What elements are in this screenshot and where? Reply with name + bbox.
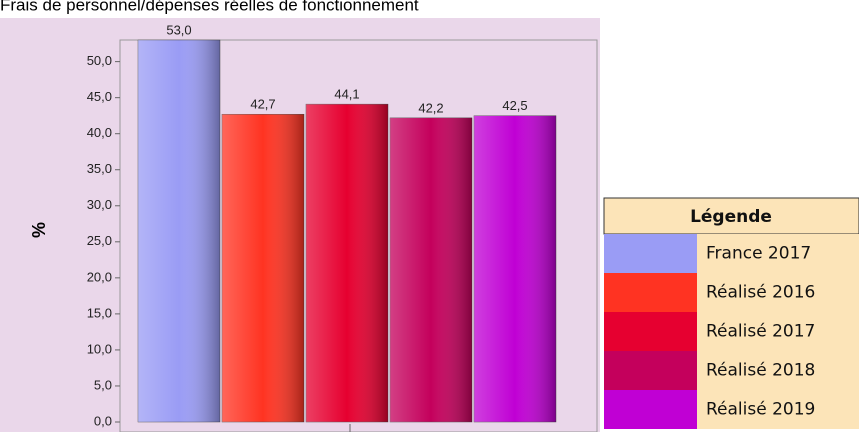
y-tick-label: 5,0 xyxy=(94,377,112,392)
y-tick-label: 35,0 xyxy=(87,161,112,176)
bar-shade xyxy=(138,40,220,422)
value-label: 53,0 xyxy=(166,22,191,37)
legend-swatch xyxy=(604,234,697,273)
value-label: 42,5 xyxy=(502,98,527,113)
y-tick-label: 10,0 xyxy=(87,341,112,356)
y-tick-label: 25,0 xyxy=(87,233,112,248)
legend-title: Légende xyxy=(690,207,772,227)
y-axis-label: % xyxy=(29,222,49,238)
legend-swatch xyxy=(604,351,697,390)
legend-swatch xyxy=(604,312,697,351)
legend-cell xyxy=(697,351,859,390)
y-tick-label: 0,0 xyxy=(94,413,112,428)
y-tick-label: 40,0 xyxy=(87,125,112,140)
legend-swatch xyxy=(604,390,697,429)
legend-label: Réalisé 2018 xyxy=(706,361,815,381)
value-label: 44,1 xyxy=(334,87,359,102)
y-tick-label: 50,0 xyxy=(87,53,112,68)
value-label: 42,7 xyxy=(250,97,275,112)
value-label: 42,2 xyxy=(418,100,443,115)
legend-label: France 2017 xyxy=(706,244,811,264)
legend-label: Réalisé 2016 xyxy=(706,283,815,303)
legend-cell xyxy=(697,312,859,351)
legend-cell xyxy=(697,234,859,273)
bar-shade xyxy=(390,117,472,423)
y-tick-label: 45,0 xyxy=(87,89,112,104)
bar-shade xyxy=(222,114,304,423)
legend-label: Réalisé 2017 xyxy=(706,322,815,342)
y-tick-label: 30,0 xyxy=(87,197,112,212)
legend-cell xyxy=(697,273,859,312)
legend-label: Réalisé 2019 xyxy=(706,400,815,420)
legend-swatch xyxy=(604,273,697,312)
y-tick-label: 15,0 xyxy=(87,305,112,320)
bar-shade xyxy=(306,104,388,423)
legend-cell xyxy=(697,390,859,429)
y-tick-label: 20,0 xyxy=(87,269,112,284)
bar-shade xyxy=(474,115,556,422)
chart-title: Frais de personnel/dépenses réelles de f… xyxy=(0,0,419,14)
